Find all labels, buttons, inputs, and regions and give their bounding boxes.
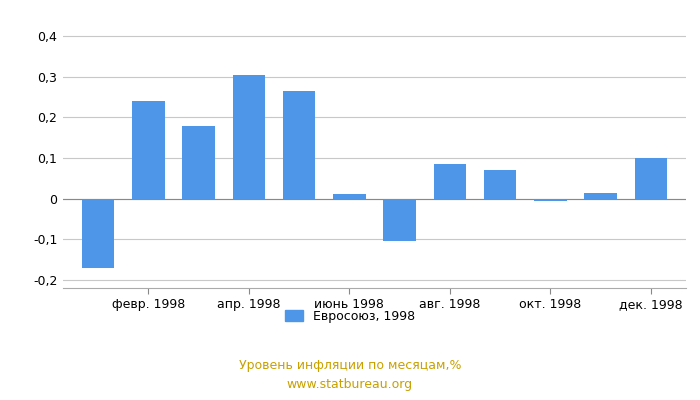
Legend: Евросоюз, 1998: Евросоюз, 1998 <box>279 305 421 328</box>
Bar <box>584 193 617 199</box>
Bar <box>82 199 115 268</box>
Bar <box>384 199 416 241</box>
Bar <box>232 75 265 199</box>
Bar <box>182 126 215 199</box>
Text: www.statbureau.org: www.statbureau.org <box>287 378 413 391</box>
Bar <box>484 170 517 199</box>
Bar <box>634 158 667 199</box>
Bar <box>534 199 567 201</box>
Bar <box>132 101 164 199</box>
Bar <box>333 194 365 199</box>
Text: Уровень инфляции по месяцам,%: Уровень инфляции по месяцам,% <box>239 360 461 372</box>
Bar <box>433 164 466 199</box>
Bar <box>283 91 316 199</box>
